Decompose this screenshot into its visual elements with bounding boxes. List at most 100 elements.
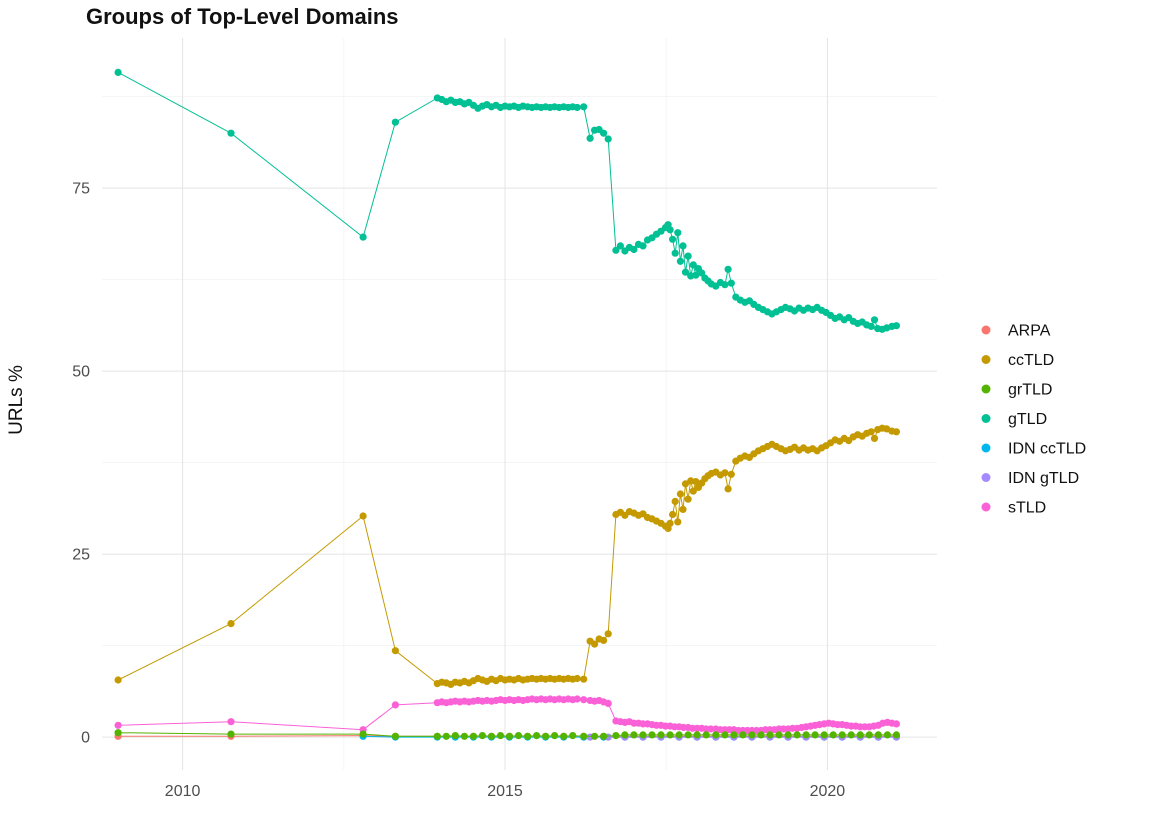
legend-swatch-cctld <box>981 355 991 364</box>
data-point-grtld <box>551 732 559 740</box>
y-tick-label: 50 <box>72 364 90 381</box>
data-point-cctld <box>892 428 901 436</box>
data-point-grtld <box>684 731 692 739</box>
data-point-grtld <box>533 732 541 740</box>
data-point-cctld <box>867 428 875 436</box>
data-point-stld <box>114 721 122 729</box>
data-point-grtld <box>630 731 638 739</box>
data-point-gtld <box>676 257 685 265</box>
data-point-gtld <box>580 103 588 111</box>
axis-tick-labels: 0 25 50 75 2010 2015 2020 <box>72 181 845 800</box>
data-point-gtld <box>639 242 647 250</box>
data-point-grtld <box>621 731 629 739</box>
data-point-grtld <box>730 731 738 739</box>
legend-label-cctld: ccTLD <box>1008 352 1054 369</box>
data-point-grtld <box>433 732 441 740</box>
legend-label-stld: sTLD <box>1008 500 1046 517</box>
data-point-gtld <box>669 235 677 243</box>
data-point-grtld <box>838 731 846 739</box>
legend-item-idn-cctld: IDN ccTLD <box>981 441 1086 458</box>
data-point-gtld <box>681 268 690 276</box>
data-point-grtld <box>505 732 514 740</box>
data-point-grtld <box>657 731 665 739</box>
legend-item-idn-gtld: IDN gTLD <box>981 470 1079 487</box>
data-point-grtld <box>766 731 774 739</box>
data-point-grtld <box>648 731 656 739</box>
data-point-stld <box>580 696 588 704</box>
data-point-grtld <box>114 729 122 737</box>
data-point-cctld <box>684 495 692 503</box>
legend-label-gtld: gTLD <box>1008 411 1047 428</box>
data-point-grtld <box>514 732 523 740</box>
data-point-grtld <box>847 731 855 739</box>
data-point-grtld <box>675 731 683 739</box>
data-point-gtld <box>724 265 732 273</box>
data-point-grtld <box>524 732 532 740</box>
data-point-cctld <box>870 434 879 442</box>
data-point-grtld <box>442 732 450 740</box>
data-point-cctld <box>721 469 729 477</box>
data-point-grtld <box>702 731 710 739</box>
series-stld <box>114 695 901 735</box>
legend-swatch-gtld <box>981 414 991 423</box>
legend-swatch-arpa <box>981 325 991 335</box>
data-point-stld <box>604 699 612 708</box>
data-point-cctld <box>580 675 588 683</box>
data-point-cctld <box>666 519 674 527</box>
x-tick-label: 2020 <box>810 783 846 800</box>
y-axis-title: URLs % <box>6 365 27 435</box>
data-point-grtld <box>693 731 701 739</box>
legend-swatch-stld <box>981 502 991 512</box>
data-point-cctld <box>600 636 608 645</box>
data-point-grtld <box>580 732 588 740</box>
data-point-cctld <box>724 485 732 493</box>
data-point-grtld <box>784 731 792 739</box>
data-point-gtld <box>666 226 674 234</box>
x-tick-label: 2015 <box>487 783 523 800</box>
data-point-gtld <box>727 279 735 287</box>
data-point-grtld <box>496 732 505 740</box>
data-point-grtld <box>802 731 810 739</box>
data-point-cctld <box>689 487 697 495</box>
legend-label-grtld: grTLD <box>1008 382 1052 399</box>
data-point-cctld <box>359 512 367 520</box>
data-point-gtld <box>616 242 625 250</box>
data-point-gtld <box>227 129 235 137</box>
data-point-cctld <box>692 478 700 486</box>
legend-label-idn-gtld: IDN gTLD <box>1008 470 1079 487</box>
data-point-cctld <box>604 630 612 638</box>
data-point-grtld <box>560 732 568 740</box>
data-point-grtld <box>820 731 828 739</box>
data-point-grtld <box>478 732 486 740</box>
legend-item-gtld: gTLD <box>981 411 1047 428</box>
data-point-stld <box>391 701 399 709</box>
data-point-stld <box>707 725 715 733</box>
legend-label-idn-cctld: IDN ccTLD <box>1008 441 1086 458</box>
data-point-stld <box>573 695 581 703</box>
legend: ARPA ccTLD grTLD gTLD IDN ccTLD IDN gTLD sTLD <box>981 323 1086 517</box>
data-point-grtld <box>874 731 882 739</box>
data-point-cctld <box>227 620 235 628</box>
data-point-grtld <box>666 731 674 739</box>
data-point-grtld <box>721 731 729 739</box>
y-tick-label: 75 <box>72 181 90 198</box>
data-point-grtld <box>892 731 901 739</box>
data-point-stld <box>227 718 235 726</box>
series-gtld <box>114 68 901 333</box>
data-point-gtld <box>689 261 697 269</box>
data-point-cctld <box>727 470 735 478</box>
data-point-grtld <box>600 732 608 740</box>
data-point-cctld <box>669 510 677 519</box>
data-point-gtld <box>867 322 875 330</box>
legend-item-stld: sTLD <box>981 500 1046 517</box>
gridlines <box>102 38 937 770</box>
y-tick-label: 0 <box>81 730 90 747</box>
data-point-cctld <box>671 497 679 505</box>
data-point-grtld <box>542 732 550 740</box>
data-point-gtld <box>692 271 700 279</box>
data-point-gtld <box>892 322 901 330</box>
legend-item-cctld: ccTLD <box>981 352 1054 369</box>
data-point-gtld <box>671 249 679 257</box>
